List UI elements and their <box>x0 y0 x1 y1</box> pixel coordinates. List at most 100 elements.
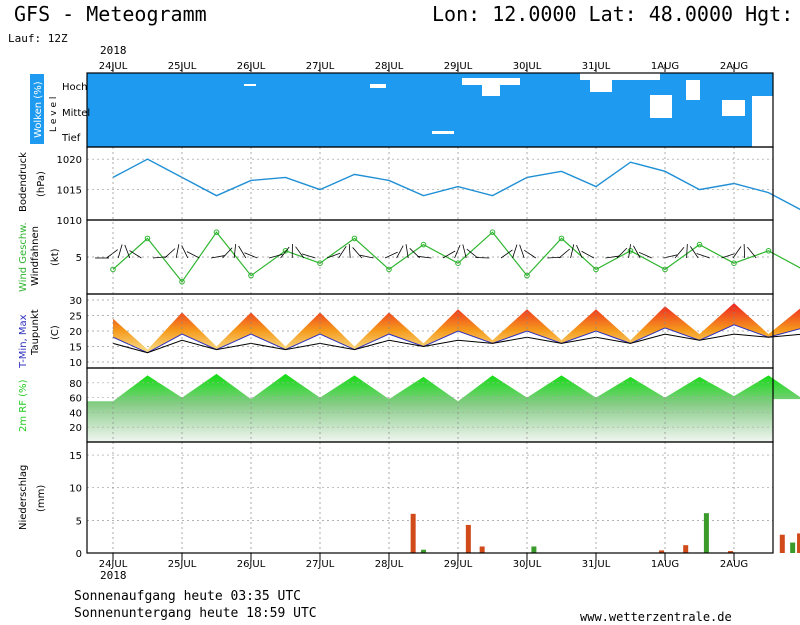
cloud-gap-4 <box>580 73 660 80</box>
precip-unit: (mm) <box>36 485 47 512</box>
temp-ylabel2: Taupunkt <box>30 309 41 356</box>
wind-point-6 <box>317 260 323 267</box>
wind-barb <box>233 244 237 259</box>
precip-bar-4 <box>531 546 537 553</box>
date-label-bottom-6: 30JUL <box>513 559 542 570</box>
wind-point-18 <box>731 260 737 267</box>
temp-tick-25: 25 <box>69 312 82 323</box>
wind-point-1 <box>144 235 151 242</box>
wind-barb <box>222 247 233 259</box>
wind-barb <box>280 246 290 259</box>
dewpoint-line <box>112 333 800 354</box>
wind-barb <box>570 244 575 259</box>
temp-tick-15: 15 <box>69 343 82 354</box>
wind-barb <box>747 246 757 259</box>
wind-barb <box>238 245 247 259</box>
wind-barb <box>164 248 176 259</box>
wind-barb <box>124 244 131 259</box>
cloud-gap-0 <box>370 84 386 88</box>
rh-area <box>87 373 800 442</box>
date-label-top-7: 31JUL <box>582 61 611 72</box>
source-link[interactable]: www.wetterzentrale.de <box>580 610 732 624</box>
wind-point-15 <box>627 248 634 254</box>
rh-tick-40: 40 <box>69 408 82 419</box>
wind-point-13 <box>558 235 565 242</box>
temp-range-area <box>113 303 800 353</box>
wind-tick-5: 5 <box>76 253 82 264</box>
wind-unit: (kt) <box>50 248 61 266</box>
cloud-level-label-high: Hoch <box>62 82 87 93</box>
wind-barb <box>186 251 200 259</box>
pressure-tick-1015: 1015 <box>57 186 82 197</box>
cloud-gap-10 <box>244 84 256 86</box>
precip-bar-3 <box>479 546 485 553</box>
date-label-bottom-4: 28JUL <box>375 559 404 570</box>
wind-barb <box>732 246 742 259</box>
temp-tick-30: 30 <box>69 296 82 307</box>
precip-bar-11 <box>797 533 800 553</box>
wind-barb <box>616 247 628 259</box>
wind-barb <box>175 244 180 259</box>
cloud-level-label-mid: Mittel <box>62 108 90 119</box>
wind-barb <box>628 244 631 259</box>
run-label: Lauf: 12Z <box>8 32 68 45</box>
wind-barb <box>210 255 225 259</box>
date-label-top-9: 2AUG <box>720 61 748 72</box>
precip-bar-9 <box>779 534 785 553</box>
date-label-bottom-0: 24JUL <box>99 559 128 570</box>
wind-barb <box>442 250 456 259</box>
rh-tick-20: 20 <box>69 423 82 434</box>
wind-barb <box>454 244 461 259</box>
temp-ylabel: T-Min, Max <box>18 314 29 369</box>
pressure-unit: (hPa) <box>36 171 47 197</box>
cloud-gap-6 <box>650 95 672 118</box>
precip-tick-0: 0 <box>76 549 82 560</box>
wind-barb <box>466 248 479 259</box>
wind-barb <box>129 250 142 259</box>
panel-frame-wind <box>86 219 774 295</box>
date-label-bottom-5: 29JUL <box>444 559 473 570</box>
wind-barb <box>523 249 537 259</box>
cloud-label-box <box>30 74 44 144</box>
page-title: GFS - Meteogramm <box>14 2 207 26</box>
precip-bar-8 <box>728 551 734 553</box>
wind-barb <box>117 244 123 259</box>
wind-barb <box>581 250 594 259</box>
wind-ylabel: Wind Geschw. <box>18 222 29 292</box>
wind-barb <box>674 247 685 259</box>
wind-barb <box>462 244 467 259</box>
pressure-tick-1010: 1010 <box>57 216 82 227</box>
rh-ylabel: 2m RF (%) <box>18 379 29 432</box>
tmin-line <box>112 324 800 354</box>
wind-barb <box>721 253 735 259</box>
wind-point-5 <box>282 248 289 254</box>
wind-barb <box>384 251 398 259</box>
rh-tick-60: 60 <box>69 394 82 405</box>
wind-point-7 <box>351 235 358 242</box>
date-label-top-5: 29JUL <box>444 61 473 72</box>
wind-barb <box>686 243 688 259</box>
cloud-gap-2 <box>462 78 520 85</box>
rh-tick-80: 80 <box>69 379 82 390</box>
cloud-gap-7 <box>686 80 700 100</box>
wind-barb <box>633 245 641 259</box>
panel-frame-pressure <box>86 146 774 221</box>
wind-barb <box>638 251 652 259</box>
pressure-tick-1020: 1020 <box>57 155 82 166</box>
cloud-gap-5 <box>590 80 612 92</box>
date-label-top-3: 27JUL <box>306 61 335 72</box>
sunset-text: Sonnenuntergang heute 18:59 UTC <box>74 606 317 621</box>
wind-barb <box>417 255 432 259</box>
wind-barb <box>152 256 167 259</box>
wind-barb <box>519 244 525 259</box>
wind-barb <box>690 246 699 259</box>
year-label-bottom: 2018 <box>100 569 127 582</box>
wind-point-3 <box>213 229 220 235</box>
wind-barb <box>352 247 363 259</box>
wind-point-2 <box>179 279 185 285</box>
wind-barb <box>405 244 409 259</box>
date-label-bottom-7: 31JUL <box>582 559 611 570</box>
precip-ylabel: Niederschlag <box>18 465 29 530</box>
sunrise-text: Sonnenaufgang heute 03:35 UTC <box>74 589 301 604</box>
